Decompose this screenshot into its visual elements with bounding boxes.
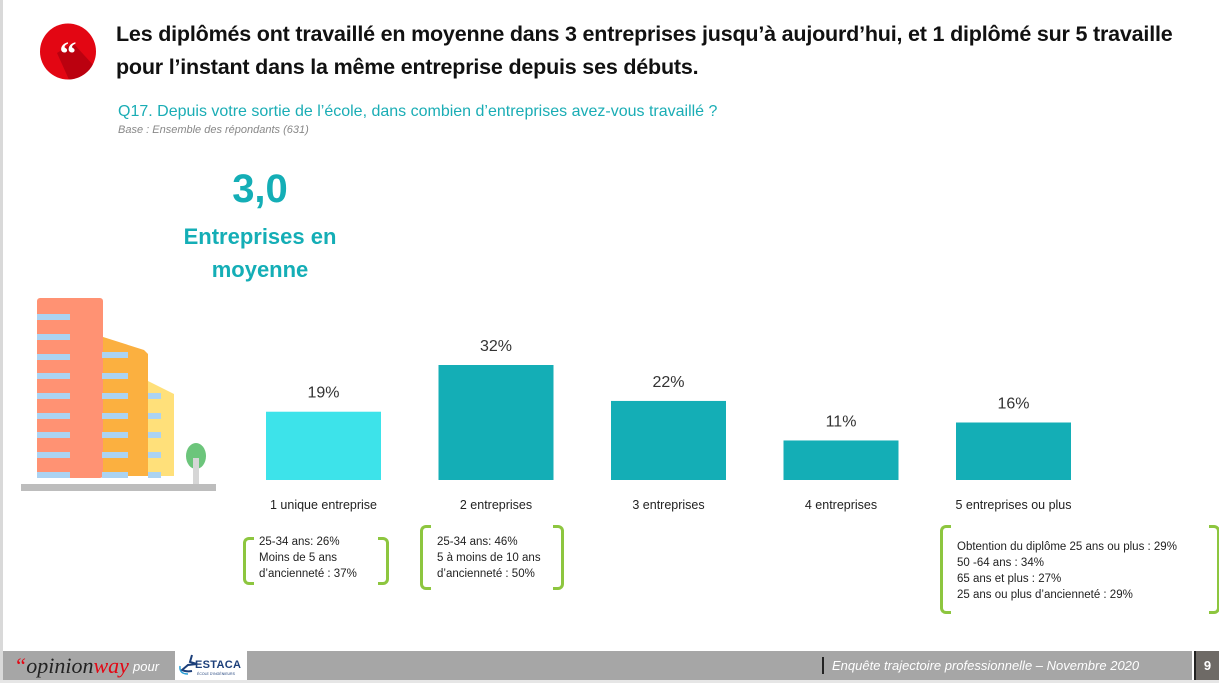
svg-text:“: “ (60, 36, 77, 73)
bar (611, 400, 726, 480)
logo-opinion: opinion (26, 653, 94, 678)
note-2-line: 25-34 ans: 46% (437, 536, 518, 548)
note-1-line: d’ancienneté : 37% (259, 568, 357, 580)
bar-value-label: 16% (997, 396, 1029, 413)
page-number: 9 (1194, 651, 1219, 680)
note-2-line: d’ancienneté : 50% (437, 568, 535, 580)
bar-value-label: 22% (652, 374, 684, 391)
question-text: Q17. Depuis votre sortie de l’école, dan… (118, 103, 718, 120)
kpi-label-line1: Entreprises en (183, 224, 337, 249)
note-bracket-left (243, 537, 254, 585)
note-bracket-right (553, 525, 564, 590)
note-2: 25-34 ans: 46% 5 à moins de 10 ans d’anc… (437, 534, 541, 582)
note-bracket-right (1209, 525, 1219, 614)
bar-value-label: 19% (307, 385, 339, 402)
category-label: 1 unique entreprise (270, 498, 377, 512)
estaca-name: ESTACA (195, 659, 242, 671)
estaca-subtitle: ÉCOLE D’INGÉNIEURS (197, 672, 235, 676)
note-3-line: 25 ans ou plus d’ancienneté : 29% (957, 589, 1133, 601)
note-1: 25-34 ans: 26% Moins de 5 ans d’ancienne… (259, 534, 357, 582)
note-3-line: 65 ans et plus : 27% (957, 573, 1062, 585)
logo-quote: “ (14, 653, 27, 678)
footer-separator (822, 657, 824, 674)
footer-bottom-strip (0, 680, 1219, 683)
headline: Les diplômés ont travaillé en moyenne da… (116, 22, 1173, 79)
note-bracket-left (420, 525, 431, 590)
category-label: 3 entreprises (632, 498, 704, 512)
logo-way: way (93, 653, 129, 678)
note-2-line: 5 à moins de 10 ans (437, 552, 541, 564)
opinionway-logo: “opinionway (14, 653, 129, 679)
estaca-bird-icon (179, 654, 198, 675)
category-label: 2 entreprises (460, 498, 532, 512)
quote-icon: “ (40, 23, 96, 80)
note-3: Obtention du diplôme 25 ans ou plus : 29… (957, 539, 1177, 603)
bar (438, 365, 554, 480)
bar-value-label: 32% (480, 338, 512, 355)
estaca-logo: ESTACA ÉCOLE D’INGÉNIEURS (175, 651, 247, 680)
footer-pour: pour (133, 659, 160, 674)
category-label: 4 entreprises (805, 498, 877, 512)
footer-title: Enquête trajectoire professionnelle – No… (832, 658, 1140, 673)
note-bracket-left (940, 525, 951, 614)
category-label: 5 entreprises ou plus (955, 498, 1071, 512)
base-text: Base : Ensemble des répondants (631) (118, 124, 309, 136)
note-bracket-right (378, 537, 389, 585)
building-illustration (21, 298, 216, 491)
bar-value-label: 11% (826, 413, 857, 430)
bar (956, 422, 1071, 480)
bar (266, 411, 381, 480)
note-1-line: 25-34 ans: 26% (259, 536, 340, 548)
bar (783, 440, 899, 480)
kpi-label-line2: moyenne (211, 257, 309, 282)
kpi-value: 3,0 (232, 167, 288, 211)
slide-left-border (0, 0, 3, 683)
kpi-label: Entreprises en moyenne (160, 220, 360, 286)
note-1-line: Moins de 5 ans (259, 552, 337, 564)
note-3-line: Obtention du diplôme 25 ans ou plus : 29… (957, 541, 1177, 553)
bar-chart: 19% 1 unique entreprise 32% 2 entreprises 22… (266, 338, 1072, 512)
note-3-line: 50 -64 ans : 34% (957, 557, 1044, 569)
